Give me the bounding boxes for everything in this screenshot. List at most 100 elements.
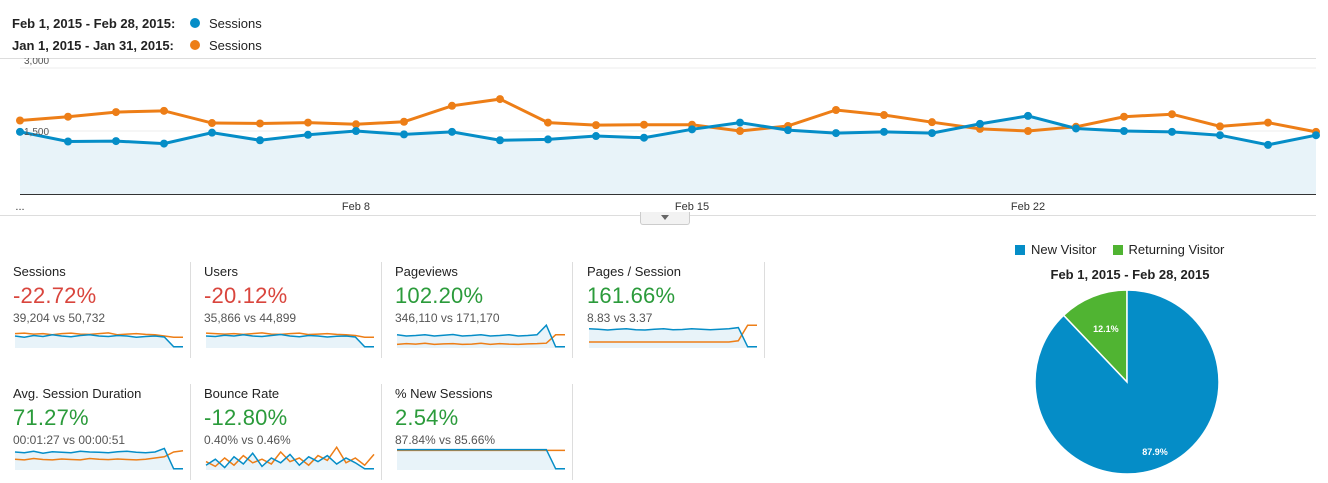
data-point-previous[interactable] bbox=[304, 118, 312, 127]
metric-card[interactable]: Pageviews 102.20% 346,110 vs 171,170 bbox=[395, 262, 573, 358]
metric-title: Sessions bbox=[13, 264, 66, 279]
data-point-previous[interactable] bbox=[160, 106, 168, 115]
data-point-previous[interactable] bbox=[640, 120, 648, 129]
data-point-current[interactable] bbox=[688, 125, 696, 134]
metric-card[interactable]: % New Sessions 2.54% 87.84% vs 85.66% bbox=[395, 384, 573, 480]
data-point-current[interactable] bbox=[736, 118, 744, 127]
data-point-previous[interactable] bbox=[544, 118, 552, 127]
metric-divider bbox=[190, 262, 191, 358]
legend-previous-dot bbox=[190, 40, 200, 50]
data-point-current[interactable] bbox=[592, 132, 600, 141]
data-point-current[interactable] bbox=[784, 126, 792, 135]
data-point-current[interactable] bbox=[256, 136, 264, 145]
data-point-current[interactable] bbox=[448, 127, 456, 136]
data-point-current[interactable] bbox=[928, 129, 936, 138]
data-point-current[interactable] bbox=[208, 128, 216, 137]
data-point-previous[interactable] bbox=[16, 116, 24, 125]
metric-comparison: 35,866 vs 44,899 bbox=[204, 311, 297, 325]
metric-title: Pages / Session bbox=[587, 264, 681, 279]
data-point-previous[interactable] bbox=[400, 117, 408, 126]
metric-divider bbox=[381, 384, 382, 480]
pie-slice-returning-visitor[interactable] bbox=[1062, 289, 1128, 384]
metric-card[interactable]: Bounce Rate -12.80% 0.40% vs 0.46% bbox=[204, 384, 382, 480]
data-point-current[interactable] bbox=[64, 137, 72, 146]
metric-card[interactable]: Avg. Session Duration 71.27% 00:01:27 vs 0… bbox=[13, 384, 191, 480]
metric-divider bbox=[190, 384, 191, 480]
metric-divider bbox=[572, 384, 573, 480]
data-point-previous[interactable] bbox=[448, 101, 456, 110]
metric-comparison: 00:01:27 vs 00:00:51 bbox=[13, 433, 126, 447]
pie-legend: New Visitor Returning Visitor bbox=[1015, 242, 1224, 257]
data-point-current[interactable] bbox=[640, 133, 648, 142]
data-point-previous[interactable] bbox=[1168, 110, 1176, 119]
x-tick-label: ... bbox=[15, 201, 24, 213]
sessions-line-chart[interactable]: 3,000 1,500... Feb 8 Feb 15 Feb 22 bbox=[0, 58, 1328, 218]
returning-visitor-swatch bbox=[1112, 244, 1123, 255]
data-point-previous[interactable] bbox=[256, 119, 264, 128]
metric-change: 2.54% bbox=[395, 405, 459, 430]
data-point-previous[interactable] bbox=[496, 95, 504, 104]
data-point-current[interactable] bbox=[160, 139, 168, 148]
metric-card[interactable]: Users -20.12% 35,866 vs 44,899 bbox=[204, 262, 382, 358]
data-point-previous[interactable] bbox=[880, 111, 888, 120]
metric-sparkline bbox=[397, 448, 565, 470]
metric-card[interactable]: Pages / Session 161.66% 8.83 vs 3.37 bbox=[587, 262, 765, 358]
data-point-current[interactable] bbox=[976, 119, 984, 128]
data-point-current[interactable] bbox=[832, 129, 840, 138]
metric-sparkline bbox=[14, 447, 184, 470]
data-point-current[interactable] bbox=[1072, 124, 1080, 133]
new-visitor-swatch bbox=[1015, 244, 1025, 255]
data-point-current[interactable] bbox=[1216, 131, 1224, 140]
pie-legend-returning[interactable]: Returning Visitor bbox=[1128, 242, 1225, 257]
metric-title: Bounce Rate bbox=[204, 386, 280, 401]
data-point-current[interactable] bbox=[1168, 127, 1176, 136]
chart-legend: Feb 1, 2015 - Feb 28, 2015: Sessions Jan… bbox=[12, 12, 262, 56]
metric-comparison: 346,110 vs 171,170 bbox=[395, 311, 500, 325]
data-point-previous[interactable] bbox=[1024, 127, 1032, 135]
metric-comparison: 8.83 vs 3.37 bbox=[587, 311, 653, 325]
collapse-chart-handle[interactable] bbox=[640, 212, 690, 225]
sessions-area-fill bbox=[20, 115, 1316, 194]
metric-divider bbox=[764, 262, 765, 358]
sparkline-previous bbox=[205, 332, 374, 338]
data-point-current[interactable] bbox=[16, 127, 24, 136]
metric-card[interactable]: Sessions -22.72% 39,204 vs 50,732 bbox=[13, 262, 191, 358]
data-point-previous[interactable] bbox=[928, 118, 936, 127]
data-point-current[interactable] bbox=[1264, 140, 1272, 149]
caret-down-icon bbox=[661, 215, 669, 220]
pie-slice-new-visitor[interactable] bbox=[1034, 289, 1220, 475]
data-point-previous[interactable] bbox=[112, 108, 120, 117]
data-point-previous[interactable] bbox=[736, 127, 744, 135]
data-point-current[interactable] bbox=[544, 135, 552, 144]
data-point-previous[interactable] bbox=[832, 106, 840, 114]
data-point-current[interactable] bbox=[112, 137, 120, 146]
data-point-previous[interactable] bbox=[592, 121, 600, 130]
visitor-type-pie-chart[interactable]: 12.1% 87.9% bbox=[1034, 284, 1222, 478]
data-point-current[interactable] bbox=[1312, 131, 1320, 140]
legend-previous[interactable]: Jan 1, 2015 - Jan 31, 2015: Sessions bbox=[12, 34, 262, 56]
data-point-previous[interactable] bbox=[1216, 122, 1224, 131]
data-point-current[interactable] bbox=[400, 130, 408, 139]
series-line-previous bbox=[19, 97, 1317, 134]
data-point-current[interactable] bbox=[496, 136, 504, 145]
data-point-previous[interactable] bbox=[1120, 112, 1128, 121]
metric-divider bbox=[381, 262, 382, 358]
data-point-current[interactable] bbox=[1120, 127, 1128, 135]
pie-legend-new[interactable]: New Visitor bbox=[1031, 242, 1097, 257]
data-point-current[interactable] bbox=[304, 130, 312, 139]
legend-current[interactable]: Feb 1, 2015 - Feb 28, 2015: Sessions bbox=[12, 12, 262, 34]
data-point-previous[interactable] bbox=[64, 112, 72, 121]
y-tick-label: 1,500 bbox=[24, 127, 49, 138]
data-point-previous[interactable] bbox=[208, 119, 216, 128]
legend-previous-range: Jan 1, 2015 - Jan 31, 2015: bbox=[12, 37, 174, 53]
legend-previous-metric: Sessions bbox=[209, 37, 262, 53]
data-point-current[interactable] bbox=[1024, 111, 1032, 120]
data-point-current[interactable] bbox=[352, 127, 360, 135]
data-point-current[interactable] bbox=[880, 127, 888, 136]
sparkline-previous bbox=[14, 450, 184, 461]
data-point-previous[interactable] bbox=[1264, 118, 1272, 127]
sparkline-current bbox=[205, 451, 374, 470]
metric-change: 161.66% bbox=[587, 283, 676, 308]
data-point-previous[interactable] bbox=[352, 120, 360, 129]
x-tick-label: Feb 15 bbox=[675, 201, 709, 213]
